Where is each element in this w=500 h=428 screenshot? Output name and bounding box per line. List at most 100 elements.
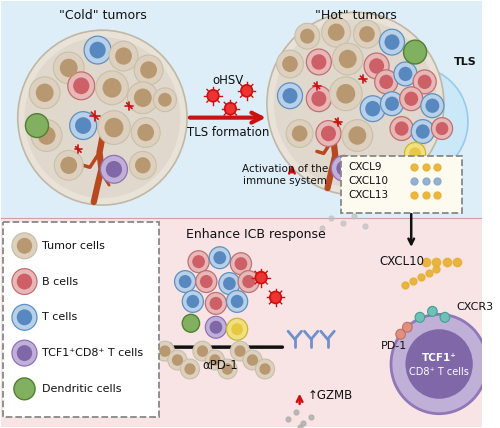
FancyArrow shape	[24, 388, 32, 395]
Circle shape	[135, 157, 150, 173]
Circle shape	[247, 354, 258, 366]
Circle shape	[312, 54, 326, 70]
FancyArrow shape	[37, 123, 48, 128]
Circle shape	[98, 111, 130, 145]
FancyArrow shape	[27, 125, 38, 130]
FancyArrow shape	[190, 318, 197, 324]
Circle shape	[282, 88, 298, 104]
Circle shape	[274, 20, 437, 188]
Circle shape	[230, 295, 243, 308]
FancyArrow shape	[414, 52, 418, 62]
Circle shape	[234, 345, 246, 357]
Text: αPD-1: αPD-1	[203, 359, 238, 372]
Circle shape	[30, 77, 60, 109]
Circle shape	[84, 36, 111, 64]
Circle shape	[295, 23, 320, 49]
Circle shape	[390, 117, 413, 140]
FancyArrow shape	[190, 323, 194, 331]
Circle shape	[380, 75, 393, 89]
Circle shape	[332, 43, 363, 75]
Circle shape	[184, 363, 196, 375]
FancyArrow shape	[20, 388, 26, 397]
Circle shape	[369, 58, 384, 74]
Circle shape	[104, 118, 124, 137]
Text: TLS formation: TLS formation	[187, 126, 270, 139]
Bar	[2, 1, 482, 218]
Text: CXCL9: CXCL9	[348, 162, 382, 172]
Circle shape	[18, 30, 187, 205]
Circle shape	[196, 270, 217, 292]
Circle shape	[208, 90, 219, 102]
Circle shape	[406, 329, 473, 399]
FancyArrow shape	[414, 45, 423, 53]
Circle shape	[394, 122, 408, 136]
Circle shape	[31, 119, 62, 152]
Circle shape	[12, 269, 37, 294]
FancyBboxPatch shape	[4, 222, 159, 417]
Circle shape	[54, 150, 83, 180]
Circle shape	[158, 93, 172, 107]
FancyArrow shape	[16, 385, 25, 390]
FancyArrow shape	[36, 115, 41, 126]
Circle shape	[17, 238, 32, 254]
Circle shape	[210, 297, 222, 310]
Circle shape	[391, 314, 487, 414]
Circle shape	[276, 50, 303, 78]
FancyArrow shape	[414, 51, 423, 59]
Text: CXCL10: CXCL10	[348, 176, 389, 186]
Circle shape	[256, 272, 267, 283]
Text: B cells: B cells	[42, 276, 78, 287]
Text: oHSV: oHSV	[213, 74, 244, 87]
Circle shape	[348, 126, 366, 145]
FancyArrow shape	[36, 125, 45, 133]
Circle shape	[241, 85, 252, 97]
FancyArrow shape	[32, 125, 38, 135]
Circle shape	[330, 77, 362, 111]
Circle shape	[440, 312, 450, 322]
Circle shape	[60, 157, 77, 174]
Circle shape	[197, 345, 208, 357]
Circle shape	[306, 49, 332, 75]
Circle shape	[230, 253, 252, 275]
Circle shape	[223, 277, 235, 290]
FancyArrow shape	[24, 386, 34, 391]
Circle shape	[416, 125, 430, 139]
Circle shape	[282, 56, 298, 72]
Text: ↑GZMB: ↑GZMB	[308, 389, 352, 402]
Circle shape	[160, 345, 170, 357]
FancyArrow shape	[36, 119, 45, 127]
Circle shape	[192, 255, 205, 268]
Circle shape	[342, 119, 372, 152]
Circle shape	[409, 147, 421, 159]
Circle shape	[278, 83, 302, 109]
Circle shape	[188, 251, 209, 273]
Circle shape	[174, 270, 196, 292]
Circle shape	[193, 341, 212, 361]
Circle shape	[292, 125, 308, 142]
Text: CXCR3: CXCR3	[456, 303, 494, 312]
Circle shape	[210, 321, 222, 334]
Circle shape	[14, 378, 35, 400]
Circle shape	[384, 34, 400, 50]
FancyArrow shape	[406, 48, 415, 54]
Circle shape	[218, 359, 237, 379]
FancyArrow shape	[24, 389, 28, 398]
Circle shape	[17, 309, 32, 325]
Circle shape	[286, 119, 313, 147]
Circle shape	[238, 270, 259, 292]
Text: Tumor cells: Tumor cells	[42, 241, 104, 251]
Circle shape	[134, 55, 163, 85]
Text: TCF1⁺: TCF1⁺	[422, 353, 456, 363]
Text: Activation of the
immune system: Activation of the immune system	[242, 164, 328, 186]
Circle shape	[398, 67, 412, 81]
Circle shape	[426, 98, 440, 113]
Circle shape	[404, 40, 426, 64]
Circle shape	[109, 41, 138, 71]
Circle shape	[156, 341, 174, 361]
Circle shape	[300, 29, 314, 44]
Circle shape	[206, 350, 225, 370]
Circle shape	[134, 89, 152, 107]
FancyArrow shape	[184, 322, 191, 327]
FancyArrow shape	[410, 51, 416, 61]
FancyArrow shape	[32, 116, 38, 126]
